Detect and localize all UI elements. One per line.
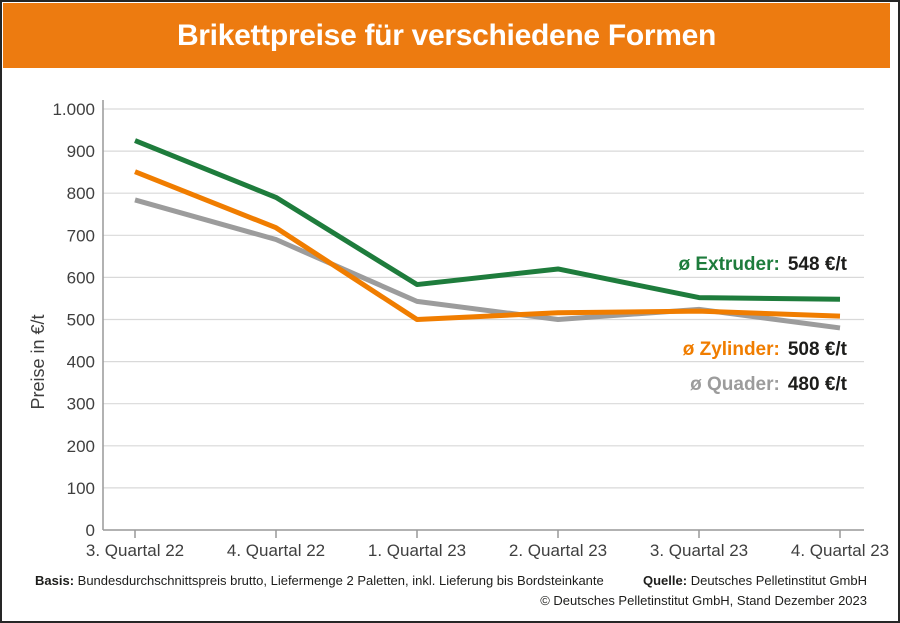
- quelle-label: Quelle:: [643, 573, 688, 588]
- legend-value: 480 €/t: [788, 374, 848, 395]
- y-tick-label: 500: [67, 311, 95, 330]
- y-tick-label: 300: [67, 395, 95, 414]
- legend-value: 548 €/t: [788, 254, 848, 275]
- y-tick-label: 200: [67, 437, 95, 456]
- x-tick-label: 2. Quartal 23: [509, 541, 607, 560]
- footnote-source-line: Basis: Bundesdurchschnittspreis brutto, …: [35, 571, 867, 591]
- y-tick-label: 0: [86, 521, 95, 540]
- x-tick-label: 3. Quartal 23: [650, 541, 748, 560]
- y-tick-label: 900: [67, 142, 95, 161]
- y-tick-label: 600: [67, 268, 95, 287]
- legend-zylinder: ø Zylinder: 508 €/t: [683, 339, 848, 360]
- x-tick-label: 4. Quartal 22: [227, 541, 325, 560]
- legend-extruder: ø Extruder: 548 €/t: [678, 254, 847, 275]
- quelle-text: Quelle: Deutsches Pelletinstitut GmbH: [643, 573, 867, 588]
- y-tick-label: 1.000: [52, 100, 95, 119]
- x-tick-label: 4. Quartal 23: [791, 541, 889, 560]
- x-tick-label: 1. Quartal 23: [368, 541, 466, 560]
- series-line-extruder: [134, 138, 841, 302]
- legend-label: ø Quader:: [690, 374, 780, 395]
- line-chart: 0 100 200 300 400 500 600 700 800 900 1.000 3. Quar…: [28, 100, 889, 560]
- legend-label: ø Extruder:: [678, 254, 779, 275]
- footnote: Basis: Bundesdurchschnittspreis brutto, …: [35, 571, 867, 611]
- legend-value: 508 €/t: [788, 339, 848, 360]
- series-line-zylinder: [134, 169, 841, 322]
- copyright-line: © Deutsches Pelletinstitut GmbH, Stand D…: [540, 593, 867, 608]
- basis-text: Basis: Bundesdurchschnittspreis brutto, …: [35, 573, 604, 588]
- y-tick-label: 800: [67, 184, 95, 203]
- y-axis-title: Preise in €/t: [28, 314, 48, 409]
- page-title: Brikettpreise für verschiedene Formen: [176, 18, 717, 52]
- y-tick-label: 700: [67, 226, 95, 245]
- basis-label: Basis:: [35, 573, 75, 588]
- y-tick-label: 100: [67, 479, 95, 498]
- x-tick-label: 3. Quartal 22: [86, 541, 184, 560]
- legend-quader: ø Quader: 480 €/t: [690, 374, 848, 395]
- y-tick-label: 400: [67, 353, 95, 372]
- legend-label: ø Zylinder:: [683, 339, 780, 360]
- title-bar: Brikettpreise für verschiedene Formen: [3, 3, 890, 68]
